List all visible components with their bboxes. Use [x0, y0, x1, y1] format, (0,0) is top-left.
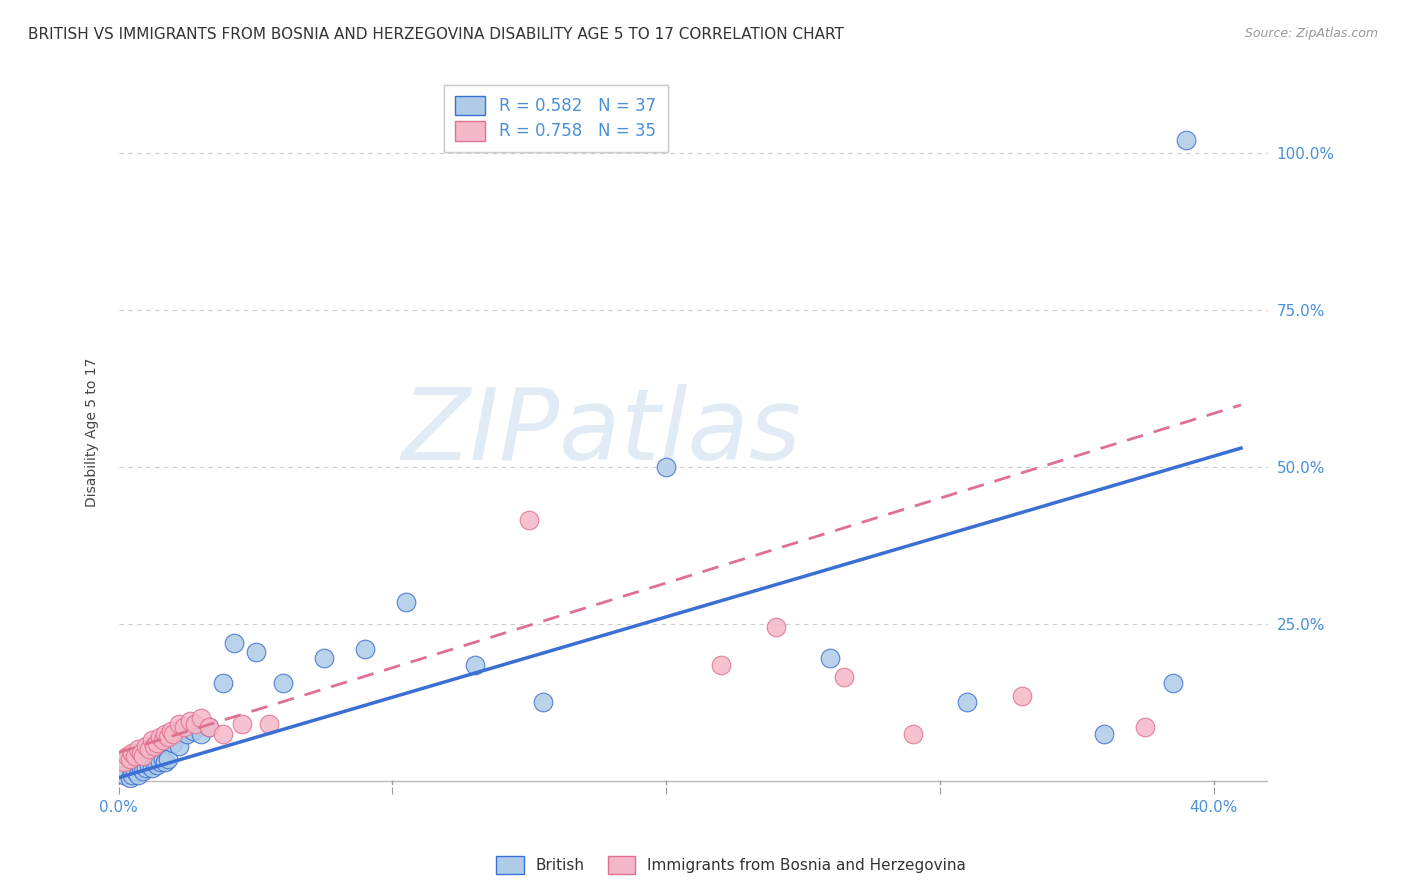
Point — [152, 752, 174, 766]
Point — [124, 748, 146, 763]
Point — [710, 657, 733, 672]
Point — [312, 651, 335, 665]
Point — [765, 620, 787, 634]
Point — [354, 641, 377, 656]
Point — [167, 717, 190, 731]
Point — [222, 635, 245, 649]
Point — [655, 459, 678, 474]
Legend: R = 0.582   N = 37, R = 0.758   N = 35: R = 0.582 N = 37, R = 0.758 N = 35 — [444, 85, 668, 153]
Point — [127, 767, 149, 781]
Point — [152, 733, 174, 747]
Point — [190, 711, 212, 725]
Point — [271, 676, 294, 690]
Point — [129, 761, 152, 775]
Point — [179, 714, 201, 728]
Point — [211, 676, 233, 690]
Point — [190, 727, 212, 741]
Point — [141, 733, 163, 747]
Point — [155, 755, 177, 769]
Point — [162, 727, 184, 741]
Point — [149, 730, 172, 744]
Text: BRITISH VS IMMIGRANTS FROM BOSNIA AND HERZEGOVINA DISABILITY AGE 5 TO 17 CORRELA: BRITISH VS IMMIGRANTS FROM BOSNIA AND HE… — [28, 27, 844, 42]
Text: ZIPatlas: ZIPatlas — [402, 384, 801, 481]
Point — [901, 727, 924, 741]
Point — [395, 595, 418, 609]
Point — [832, 670, 855, 684]
Point — [1135, 720, 1157, 734]
Point — [155, 727, 177, 741]
Point — [118, 771, 141, 785]
Point — [143, 739, 166, 754]
Point — [118, 752, 141, 766]
Point — [121, 767, 143, 781]
Point — [124, 764, 146, 779]
Point — [132, 748, 155, 763]
Point — [149, 755, 172, 769]
Point — [173, 720, 195, 734]
Point — [1175, 133, 1198, 147]
Point — [143, 755, 166, 769]
Point — [167, 739, 190, 754]
Point — [162, 736, 184, 750]
Point — [181, 723, 204, 738]
Point — [176, 727, 198, 741]
Point — [115, 748, 138, 763]
Y-axis label: Disability Age 5 to 17: Disability Age 5 to 17 — [86, 358, 100, 507]
Point — [127, 742, 149, 756]
Point — [112, 755, 135, 769]
Point — [198, 720, 221, 734]
Point — [956, 695, 979, 709]
Point — [464, 657, 486, 672]
Point — [211, 727, 233, 741]
Point — [198, 720, 221, 734]
Point — [184, 717, 207, 731]
Legend: British, Immigrants from Bosnia and Herzegovina: British, Immigrants from Bosnia and Herz… — [489, 850, 973, 880]
Point — [156, 752, 179, 766]
Point — [138, 758, 160, 772]
Point — [531, 695, 554, 709]
Point — [138, 742, 160, 756]
Point — [132, 764, 155, 779]
Point — [517, 513, 540, 527]
Point — [231, 717, 253, 731]
Point — [146, 758, 169, 772]
Point — [159, 723, 181, 738]
Point — [1161, 676, 1184, 690]
Point — [245, 645, 267, 659]
Point — [121, 746, 143, 760]
Point — [112, 767, 135, 781]
Point — [820, 651, 842, 665]
Point — [129, 746, 152, 760]
Text: Source: ZipAtlas.com: Source: ZipAtlas.com — [1244, 27, 1378, 40]
Point — [135, 739, 157, 754]
Point — [259, 717, 281, 731]
Point — [156, 730, 179, 744]
Point — [135, 761, 157, 775]
Point — [146, 736, 169, 750]
Point — [1011, 689, 1033, 703]
Point — [1092, 727, 1115, 741]
Point — [141, 761, 163, 775]
